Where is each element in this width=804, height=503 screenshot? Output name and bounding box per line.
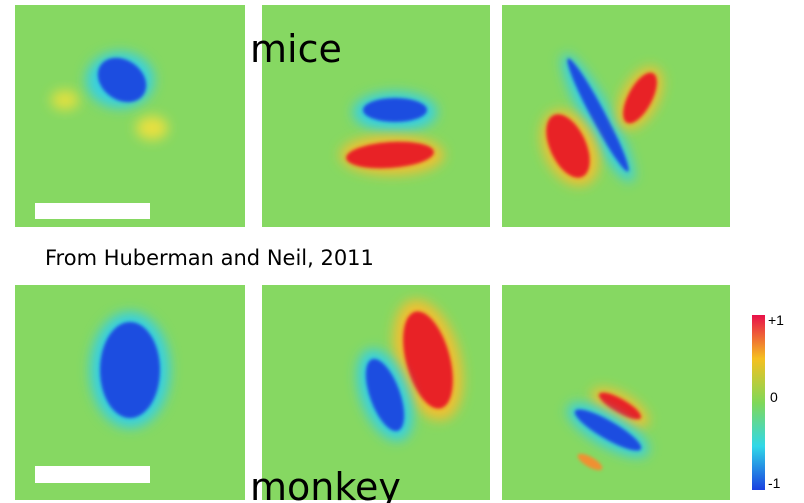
colorbar-label: -1 — [768, 475, 781, 491]
panel — [15, 285, 245, 500]
colorbar-label: 0 — [770, 389, 778, 405]
panel — [502, 285, 730, 500]
page: {"labels": {"top": "mice", "bottom": "mo… — [0, 0, 804, 503]
scale-bar — [35, 466, 150, 483]
panel — [502, 5, 730, 227]
figure: From Huberman and Neil, 2011 mice monkey… — [0, 0, 804, 503]
scale-bar — [35, 203, 150, 219]
colorbar-label: +1 — [768, 312, 784, 328]
caption: From Huberman and Neil, 2011 — [45, 246, 374, 270]
colorbar — [752, 315, 765, 490]
panel — [15, 5, 245, 227]
label-mice: mice — [250, 27, 342, 71]
label-monkey: monkey — [250, 465, 401, 503]
